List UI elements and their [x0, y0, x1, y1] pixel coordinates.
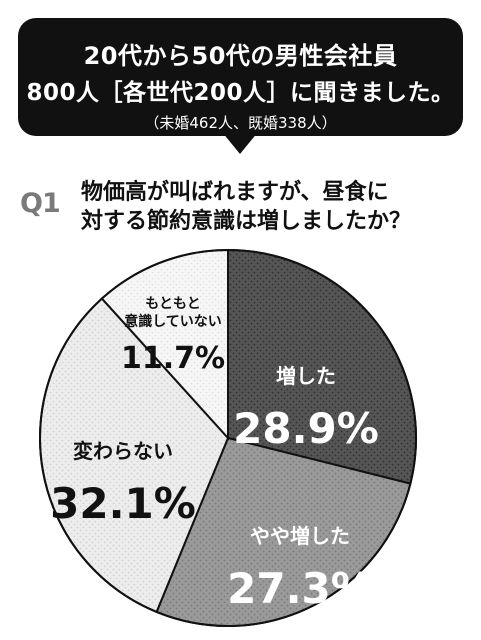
header-line2: 800人［各世代200人］に聞きました。	[26, 80, 455, 106]
slice-label-4: もともと意識していない	[124, 296, 222, 330]
slice-label-3: 変わらない	[73, 439, 173, 463]
slice-label-2: やや増した	[250, 524, 350, 548]
slice-label-1: 増した	[276, 364, 336, 388]
slice-value-2: 27.3%	[227, 564, 373, 613]
header-line3: （未婚462人、既婚338人）	[144, 114, 337, 132]
pie-outline	[39, 249, 417, 627]
slice-value-3: 32.1%	[50, 479, 196, 528]
banner-pointer	[222, 132, 258, 154]
question-text: 物価高が叫ばれますが、昼食に 対する節約意識は増しましたか？	[81, 180, 412, 234]
header-banner: 20代から50代の男性会社員 800人［各世代200人］に聞きました。 （未婚4…	[18, 18, 463, 136]
question-number: Q1	[20, 188, 61, 219]
slice-value-1: 28.9%	[233, 404, 379, 453]
pie-chart-svg: 増した 28.9% やや増した 27.3% 変わらない 32.1% もともと意識していない 1…	[39, 248, 417, 627]
slice-value-4: 11.7%	[121, 341, 225, 376]
pie-chart: 増した 28.9% やや増した 27.3% 変わらない 32.1% もともと意識していない 1…	[28, 238, 428, 638]
header-line1: 20代から50代の男性会社員	[83, 42, 398, 70]
